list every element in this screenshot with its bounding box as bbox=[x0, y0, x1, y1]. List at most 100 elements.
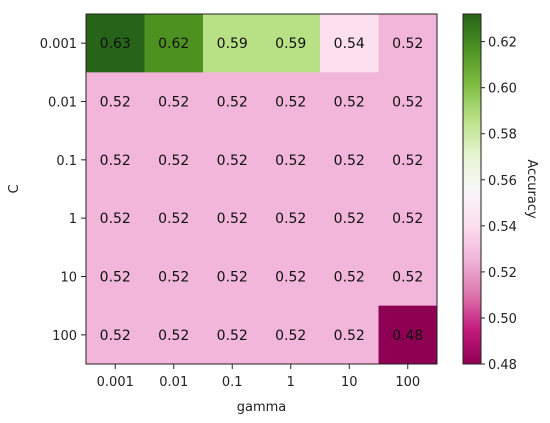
cell-value-label: 0.52 bbox=[392, 153, 423, 169]
heatmap-cell bbox=[144, 305, 204, 365]
heatmap-cells bbox=[86, 14, 438, 365]
cell-value-label: 0.52 bbox=[217, 211, 248, 227]
plot-frame bbox=[85, 13, 438, 365]
colorbar-tick-label: 0.62 bbox=[488, 36, 517, 51]
heatmap-cell bbox=[86, 130, 145, 190]
heatmap-cell bbox=[320, 72, 379, 132]
cell-value-label: 0.52 bbox=[217, 95, 248, 111]
heatmap-cell bbox=[261, 14, 321, 73]
heatmap-cell bbox=[203, 305, 262, 365]
heatmap-cell bbox=[261, 305, 321, 365]
cell-value-label: 0.48 bbox=[392, 328, 423, 344]
heatmap-cell bbox=[378, 189, 438, 248]
cell-value-label: 0.52 bbox=[100, 211, 131, 227]
heatmap-cell bbox=[203, 130, 262, 190]
cell-value-label: 0.52 bbox=[100, 328, 131, 344]
cell-value-label: 0.52 bbox=[392, 95, 423, 111]
heatmap-cell-labels: 0.63 0.62 0.59 0.59 0.54 0.52 0.52 0.52 0.52 0.52… bbox=[100, 36, 424, 344]
cell-value-label: 0.52 bbox=[392, 36, 423, 52]
cell-value-label: 0.52 bbox=[275, 328, 306, 344]
heatmap-cell bbox=[203, 72, 262, 132]
colorbar-tick-label: 0.56 bbox=[488, 174, 517, 189]
cell-value-label: 0.52 bbox=[217, 153, 248, 169]
heatmap-cell bbox=[144, 14, 204, 73]
y-tick-label: 1 bbox=[69, 212, 77, 227]
cell-value-label: 0.52 bbox=[100, 153, 131, 169]
cell-value-label: 0.52 bbox=[158, 95, 189, 111]
colorbar-tick-label: 0.54 bbox=[488, 220, 517, 235]
heatmap-cell bbox=[86, 305, 145, 365]
x-tick-label: 1 bbox=[287, 375, 295, 390]
cell-value-label: 0.59 bbox=[275, 36, 306, 52]
cell-value-label: 0.62 bbox=[158, 36, 189, 52]
x-tick-label: 0.001 bbox=[97, 375, 134, 390]
heatmap-cell bbox=[203, 189, 262, 248]
cell-value-label: 0.52 bbox=[217, 270, 248, 286]
heatmap-cell bbox=[86, 14, 145, 73]
heatmap-cell bbox=[378, 72, 438, 132]
colorbar-tick-label: 0.52 bbox=[488, 266, 517, 281]
colorbar-tick-label: 0.58 bbox=[488, 128, 517, 143]
cell-value-label: 0.52 bbox=[158, 328, 189, 344]
heatmap-cell bbox=[378, 14, 438, 73]
heatmap-cell bbox=[261, 72, 321, 132]
x-axis: 0.001 0.01 0.1 1 10 100 bbox=[97, 364, 420, 390]
heatmap-cell bbox=[144, 247, 204, 307]
cell-value-label: 0.52 bbox=[100, 270, 131, 286]
cell-value-label: 0.52 bbox=[275, 95, 306, 111]
cell-value-label: 0.52 bbox=[100, 95, 131, 111]
cell-value-label: 0.52 bbox=[392, 211, 423, 227]
y-axis-title: C bbox=[7, 184, 22, 193]
x-tick-label: 0.01 bbox=[159, 375, 188, 390]
heatmap-cell bbox=[86, 189, 145, 248]
cell-value-label: 0.52 bbox=[158, 153, 189, 169]
y-tick-label: 100 bbox=[52, 329, 77, 344]
cell-value-label: 0.52 bbox=[334, 328, 365, 344]
cell-value-label: 0.54 bbox=[334, 36, 365, 52]
y-axis: 0.001 0.01 0.1 1 10 100 bbox=[40, 37, 86, 344]
cell-value-label: 0.52 bbox=[275, 153, 306, 169]
cell-value-label: 0.52 bbox=[334, 153, 365, 169]
cell-value-label: 0.59 bbox=[217, 36, 248, 52]
cell-value-label: 0.52 bbox=[334, 95, 365, 111]
heatmap-cell bbox=[261, 130, 321, 190]
heatmap-cell bbox=[320, 305, 379, 365]
heatmap-cell bbox=[144, 189, 204, 248]
heatmap-cell bbox=[86, 247, 145, 307]
heatmap-cell bbox=[320, 247, 379, 307]
x-axis-title: gamma bbox=[237, 400, 287, 415]
heatmap-cell bbox=[86, 72, 145, 132]
colorbar-title: Accuracy bbox=[524, 159, 539, 219]
heatmap-cell bbox=[203, 14, 262, 73]
cell-value-label: 0.52 bbox=[334, 211, 365, 227]
x-tick-label: 0.1 bbox=[222, 375, 243, 390]
colorbar-tick-label: 0.60 bbox=[488, 82, 517, 97]
heatmap-cell bbox=[320, 14, 379, 73]
y-tick-label: 0.001 bbox=[40, 37, 77, 52]
colorbar-tick-label: 0.50 bbox=[488, 312, 517, 327]
x-tick-label: 100 bbox=[395, 375, 420, 390]
cell-value-label: 0.52 bbox=[392, 270, 423, 286]
cell-value-label: 0.52 bbox=[275, 270, 306, 286]
heatmap-cell bbox=[378, 305, 438, 365]
heatmap-cell bbox=[203, 247, 262, 307]
cell-value-label: 0.52 bbox=[158, 211, 189, 227]
colorbar bbox=[462, 13, 482, 365]
y-tick-label: 0.1 bbox=[56, 154, 77, 169]
heatmap-cell bbox=[320, 189, 379, 248]
heatmap-cell bbox=[261, 189, 321, 248]
heatmap-cell bbox=[144, 130, 204, 190]
heatmap-cell bbox=[378, 247, 438, 307]
y-tick-label: 0.01 bbox=[48, 96, 77, 111]
heatmap-cell bbox=[144, 72, 204, 132]
heatmap-cell bbox=[261, 247, 321, 307]
colorbar-axis: 0.48 0.50 0.52 0.54 0.56 0.58 0.60 0.62 bbox=[481, 36, 517, 373]
x-tick-label: 10 bbox=[341, 375, 358, 390]
heatmap-cell bbox=[378, 130, 438, 190]
cell-value-label: 0.52 bbox=[334, 270, 365, 286]
cell-value-label: 0.52 bbox=[275, 211, 306, 227]
cell-value-label: 0.52 bbox=[158, 270, 189, 286]
y-tick-label: 10 bbox=[60, 271, 77, 286]
cell-value-label: 0.52 bbox=[217, 328, 248, 344]
